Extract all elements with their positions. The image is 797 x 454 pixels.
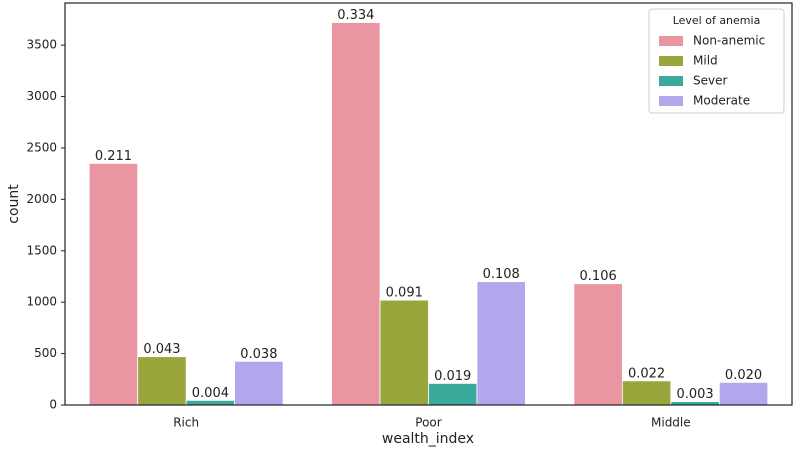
y-tick-label: 3500 [26, 38, 57, 52]
legend-box [648, 8, 785, 114]
value-label: 0.022 [628, 366, 665, 381]
x-tick-label: Rich [173, 416, 199, 430]
y-tick-label: 1000 [26, 295, 57, 309]
value-label: 0.106 [580, 269, 617, 284]
value-label: 0.211 [95, 149, 132, 164]
y-tick-label: 500 [34, 346, 57, 360]
value-label: 0.043 [143, 342, 180, 357]
bar [234, 360, 284, 406]
legend-label: Non-anemic [693, 34, 765, 48]
y-tick-label: 2000 [26, 192, 57, 206]
bar [185, 399, 236, 406]
bar [718, 381, 769, 406]
legend-label: Mild [693, 54, 718, 68]
x-tick-label: Poor [415, 416, 441, 430]
bar [428, 383, 478, 406]
y-tick-label: 0 [49, 398, 57, 412]
legend-title: Level of anemia [673, 14, 761, 27]
value-label: 0.334 [337, 8, 374, 23]
value-label: 0.091 [386, 286, 423, 301]
y-tick-label: 3000 [26, 89, 57, 103]
legend-swatch [659, 76, 683, 86]
y-tick-label: 2500 [26, 140, 57, 154]
bar [331, 22, 381, 406]
bar [573, 283, 623, 406]
y-axis-label: count [6, 184, 22, 224]
value-label: 0.038 [240, 347, 277, 362]
value-label: 0.019 [434, 369, 471, 384]
value-label: 0.108 [483, 267, 520, 282]
y-tick-label: 1500 [26, 243, 57, 257]
value-label: 0.003 [676, 387, 713, 402]
value-label: 0.004 [192, 386, 229, 401]
bar [476, 281, 526, 406]
bar [137, 356, 187, 406]
legend-label: Moderate [693, 94, 750, 108]
legend-swatch [659, 96, 683, 106]
value-label: 0.020 [725, 368, 762, 383]
x-axis-label: wealth_index [382, 431, 474, 447]
bar [621, 380, 672, 406]
legend-swatch [659, 56, 683, 66]
bar [379, 299, 429, 406]
legend-swatch [659, 36, 683, 46]
plot-frame [64, 2, 793, 406]
bar [88, 162, 139, 406]
x-tick-label: Middle [651, 416, 691, 430]
legend-label: Sever [693, 74, 727, 88]
